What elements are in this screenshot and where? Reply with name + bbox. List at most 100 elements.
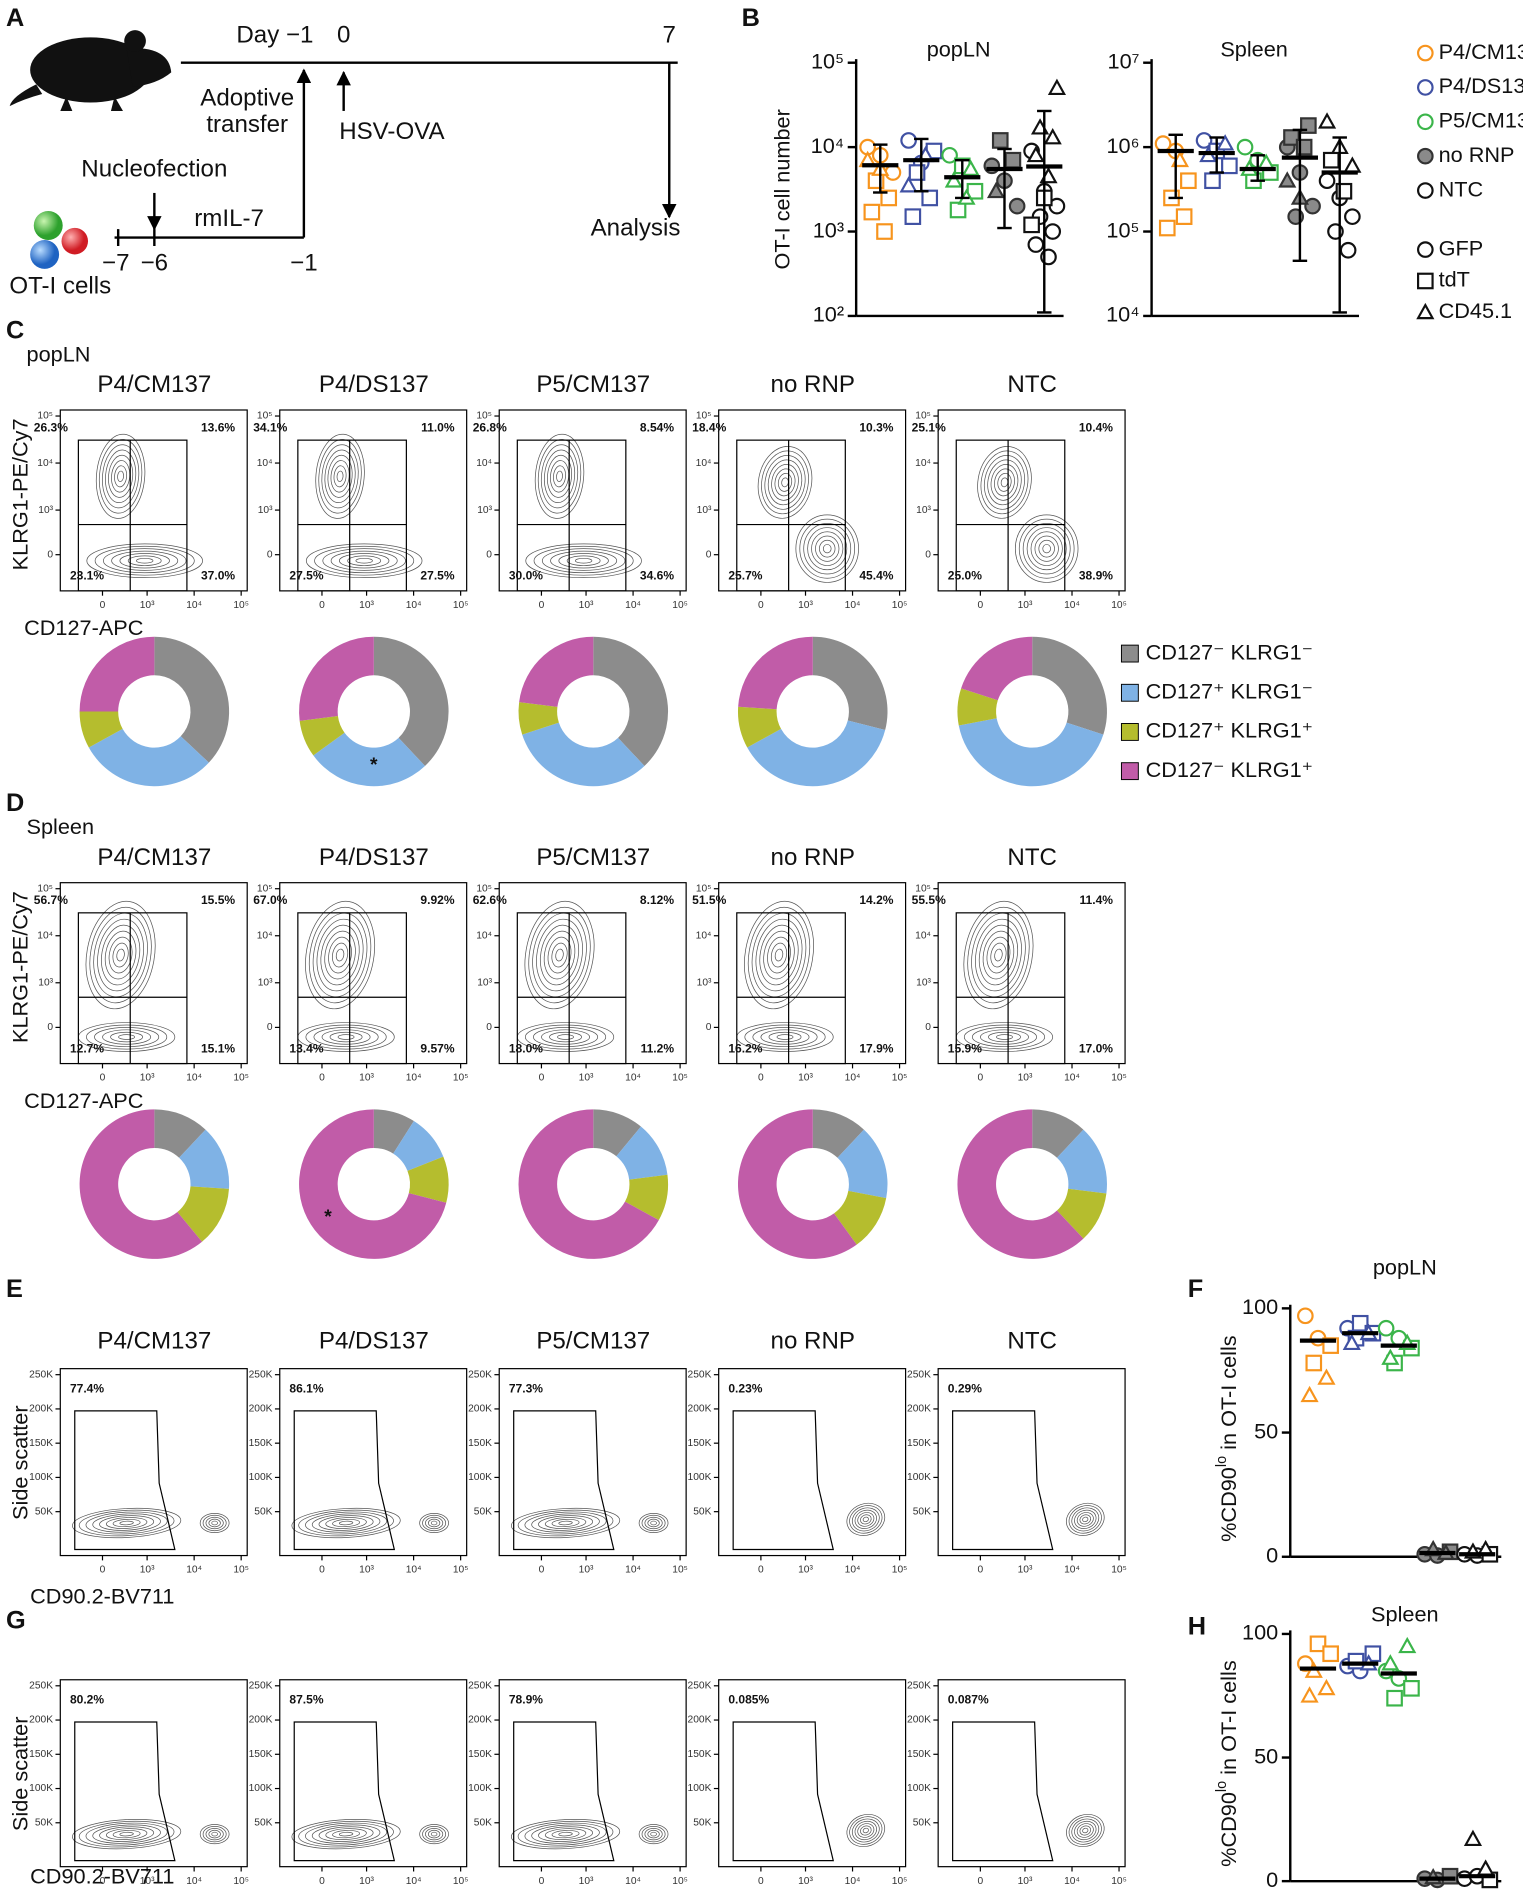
contour — [1074, 1509, 1097, 1529]
contour — [117, 470, 124, 482]
contour — [291, 1819, 401, 1850]
panel-letter: E — [6, 1275, 23, 1303]
x-tick-label: 10⁴ — [406, 1876, 422, 1887]
quadrant-label: 11.2% — [641, 1041, 675, 1055]
plot-title: NTC — [1007, 844, 1057, 871]
point — [1441, 1867, 1459, 1885]
contour — [1068, 1505, 1102, 1534]
donut-segment — [179, 1129, 230, 1189]
contour — [86, 1024, 168, 1050]
point — [1381, 1348, 1400, 1365]
donut-segment — [79, 711, 123, 748]
x-tick-label: 10³ — [359, 1565, 374, 1576]
contour — [534, 433, 585, 519]
quadrant-label: 13.4% — [289, 1041, 323, 1055]
contour — [978, 924, 1019, 986]
legend-label: CD127⁻ KLRG1⁻ — [1146, 639, 1314, 664]
plot-title: P4/CM137 — [97, 371, 211, 398]
contour — [1074, 1820, 1097, 1841]
point — [1047, 78, 1067, 95]
gate — [736, 439, 846, 592]
legend-label: NTC — [1439, 176, 1484, 201]
quadrant-label: 34.1% — [253, 420, 287, 434]
step-label: Nucleofection — [81, 155, 227, 182]
x-tick-label: 0 — [539, 1073, 545, 1084]
contour — [517, 1820, 614, 1848]
contour — [755, 918, 803, 992]
contour — [1079, 1825, 1092, 1836]
contour — [650, 1520, 657, 1526]
x-tick-label: 0 — [100, 1565, 106, 1576]
contour — [983, 455, 1025, 510]
quadrant-label: 11.0% — [421, 420, 455, 434]
contour — [638, 1512, 669, 1534]
point — [1044, 223, 1062, 240]
legend-swatch — [1120, 644, 1139, 663]
y-tick-label: 150K — [468, 1749, 492, 1760]
donut-segment — [154, 636, 230, 763]
contour — [324, 930, 356, 980]
contour — [1068, 1816, 1102, 1845]
x-tick-label: 10³ — [1018, 1876, 1033, 1887]
contour — [136, 557, 154, 564]
y-tick-label: 100K — [29, 1472, 53, 1483]
contour — [208, 1518, 221, 1528]
contour — [553, 465, 566, 488]
gate-label: 78.9% — [509, 1692, 543, 1706]
contour — [963, 900, 1034, 1010]
quadrant-label: 17.0% — [1079, 1041, 1113, 1055]
donut-segment — [812, 1109, 864, 1158]
contour — [650, 1831, 657, 1837]
quadrant-label: 26.3% — [34, 420, 68, 434]
y-tick-label: 100K — [468, 1472, 492, 1483]
quadrant-label: 13.6% — [201, 420, 235, 434]
plot-title: P4/DS137 — [319, 371, 429, 398]
contour — [1042, 544, 1051, 554]
y-tick-label: 0 — [47, 549, 53, 560]
contour — [971, 912, 1026, 998]
x-tick-label: 0 — [539, 600, 545, 611]
contour — [533, 1027, 599, 1048]
legend-marker — [1417, 182, 1434, 199]
mouse-icon — [9, 30, 172, 111]
contour — [533, 545, 634, 576]
point — [1216, 134, 1235, 151]
contour — [774, 948, 784, 962]
point — [1180, 172, 1197, 190]
y-tick-label: 0 — [267, 549, 273, 560]
point — [1027, 236, 1045, 253]
contour — [544, 1828, 587, 1840]
legend-marker — [1417, 113, 1434, 131]
contour — [311, 1513, 381, 1533]
gate — [732, 1721, 835, 1862]
y-tick-label: 250K — [29, 1369, 53, 1380]
y-tick-label: 10³ — [38, 977, 53, 988]
contour — [312, 912, 368, 998]
plot-frame — [279, 882, 468, 1065]
contour — [1014, 514, 1079, 583]
quadrant-label: 45.4% — [859, 569, 893, 583]
contour — [332, 942, 349, 968]
y-tick-label: 250K — [249, 1369, 273, 1380]
y-tick-label: 100K — [688, 1783, 712, 1794]
x-tick-label: 10⁴ — [625, 600, 641, 611]
plot-frame — [718, 1679, 907, 1868]
quadrant-label: 8.12% — [640, 893, 674, 907]
contour — [558, 1831, 573, 1837]
contour — [85, 1511, 168, 1535]
gate — [74, 1410, 176, 1551]
contour — [990, 464, 1019, 501]
contour — [744, 900, 814, 1010]
step-label: Adoptive — [200, 84, 294, 111]
y-tick-label: 50K — [35, 1817, 53, 1828]
donut-segment — [373, 1109, 414, 1154]
y-tick-label: 0 — [47, 1022, 53, 1033]
contour — [815, 535, 840, 562]
y-tick-label: 100K — [907, 1783, 931, 1794]
y-tick-label: 50K — [254, 1817, 272, 1828]
x-axis-label: CD127-APC — [24, 615, 143, 640]
point — [1297, 1307, 1314, 1325]
contour — [335, 948, 345, 962]
x-tick-label: 10⁴ — [186, 600, 202, 611]
contour — [547, 454, 573, 498]
